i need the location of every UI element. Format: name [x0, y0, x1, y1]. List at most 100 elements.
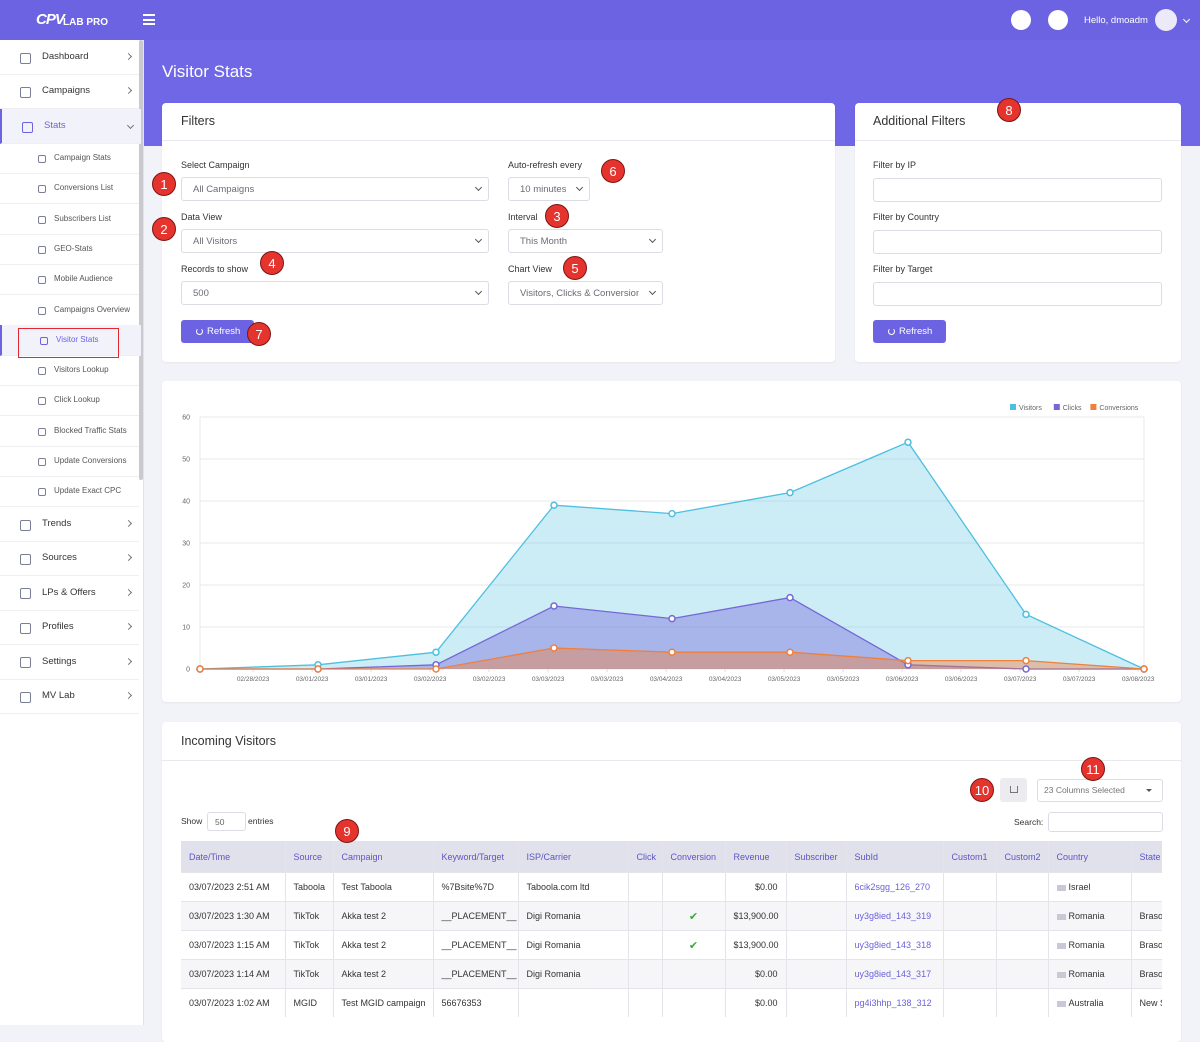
menu-toggle[interactable]	[143, 14, 155, 25]
user-greeting[interactable]: Hello, dmoadm	[1084, 15, 1148, 26]
subid-link[interactable]: 6cik2sgg_126_270	[846, 872, 944, 902]
select-box[interactable]: All Visitors	[181, 229, 489, 253]
column-header[interactable]: Campaign	[333, 841, 434, 873]
theme-button[interactable]	[1011, 10, 1031, 30]
submenu-item[interactable]: Campaign Stats	[0, 143, 139, 174]
conversion-check: ✔	[662, 930, 726, 960]
column-header[interactable]: Source	[285, 841, 334, 873]
highlight-box	[18, 328, 119, 358]
menu-toggle-bar	[143, 23, 155, 25]
column-header[interactable]: Revenue	[725, 841, 787, 873]
column-header[interactable]: State	[1131, 841, 1162, 873]
subid-link[interactable]: uy3g8ied_143_317	[846, 959, 944, 989]
cell-text: Romania	[1068, 940, 1105, 950]
submenu-item[interactable]: Update Conversions	[0, 446, 139, 477]
text-input[interactable]	[873, 282, 1162, 306]
menu-label: Profiles	[42, 621, 74, 633]
menu-item[interactable]: Sources	[0, 541, 139, 577]
text-input[interactable]	[873, 230, 1162, 254]
submenu-item[interactable]: Visitor Stats	[0, 324, 141, 356]
submenu-item[interactable]: Click Lookup	[0, 385, 139, 417]
select-box[interactable]: This Month	[508, 229, 663, 253]
visitors-table: Date/Time Source Campaign Keyword/Target ISP…	[181, 841, 1162, 1017]
cell-text: Brasov	[1139, 969, 1163, 979]
page-length-select[interactable]: 50	[207, 812, 246, 831]
cell-text: $13,900.00	[733, 940, 779, 950]
table-cell: 03/07/2023 1:30 AM	[181, 901, 286, 931]
subid-link[interactable]: uy3g8ied_143_318	[846, 930, 944, 960]
table-cell	[1131, 872, 1162, 902]
refresh-button[interactable]: Refresh	[181, 320, 254, 343]
column-header[interactable]: ISP/Carrier	[518, 841, 629, 873]
annotation-number: 6	[609, 163, 617, 179]
table-cell	[786, 901, 847, 931]
export-button[interactable]	[1000, 778, 1027, 802]
submenu-item[interactable]: Visitors Lookup	[0, 355, 139, 387]
column-header[interactable]: Date/Time	[181, 841, 286, 873]
menu-icon	[38, 215, 46, 224]
refresh-icon	[888, 328, 895, 335]
legend-swatch	[1010, 404, 1016, 410]
submenu-item[interactable]: Campaigns Overview	[0, 295, 139, 326]
select-value: Visitors, Clicks & Conversions	[520, 288, 639, 299]
chevron-icon	[575, 183, 584, 192]
menu-item[interactable]: Settings	[0, 645, 139, 680]
annotation-number: 3	[553, 208, 561, 224]
submenu-item[interactable]: Conversions List	[0, 173, 139, 205]
submenu-item[interactable]: Mobile Audience	[0, 264, 139, 296]
menu-item[interactable]: Trends	[0, 507, 139, 542]
menu-label: Update Conversions	[54, 456, 127, 465]
data-point	[1022, 610, 1030, 619]
search-input[interactable]	[1048, 812, 1163, 832]
chevron-icon	[124, 554, 133, 562]
column-header[interactable]: Custom2	[996, 841, 1049, 873]
column-header[interactable]: Click	[628, 841, 663, 873]
menu-item[interactable]: Campaigns	[0, 74, 139, 109]
dropdown-value: 23 Columns Selected	[1044, 785, 1125, 795]
cell-text: $0.00	[754, 998, 778, 1008]
annotation-badge: 6	[601, 159, 625, 183]
submenu-item[interactable]: Subscribers List	[0, 204, 139, 235]
data-point	[1022, 656, 1030, 665]
refresh-button[interactable]: Refresh	[873, 320, 946, 343]
subid-link[interactable]: uy3g8ied_143_319	[846, 901, 944, 931]
annotation-number: 1	[160, 176, 168, 192]
x-tick-label: 03/03/2023	[532, 676, 565, 683]
user-avatar[interactable]	[1155, 9, 1177, 31]
chart: 0 10 20 30 40 50 60 02/28/2023 03/01/2023 03/01/2…	[182, 404, 1155, 683]
menu-item[interactable]: Dashboard	[0, 40, 139, 75]
fullscreen-button[interactable]	[1048, 10, 1068, 30]
submenu-item[interactable]: GEO-Stats	[0, 234, 139, 265]
select-box[interactable]: 10 minutes	[508, 177, 590, 201]
menu-item[interactable]: MV Lab	[0, 679, 139, 714]
column-header[interactable]: SubId	[846, 841, 944, 873]
menu-item[interactable]: LPs & Offers	[0, 576, 139, 611]
subid-link[interactable]: pg4i3hhp_138_312	[846, 988, 944, 1017]
text-input[interactable]	[873, 178, 1162, 202]
column-header[interactable]: Country	[1048, 841, 1132, 873]
select-box[interactable]: All Campaigns	[181, 177, 489, 201]
select-box[interactable]: Visitors, Clicks & Conversions	[508, 281, 663, 305]
entries-label: entries	[248, 816, 274, 826]
columns-dropdown[interactable]: 23 Columns Selected	[1037, 779, 1163, 802]
select-box[interactable]: 500	[181, 281, 489, 305]
submenu-item[interactable]: Update Exact CPC	[0, 476, 139, 508]
table-cell	[628, 872, 663, 902]
table-cell	[943, 988, 997, 1017]
table-cell	[943, 959, 997, 989]
column-header[interactable]: Subscriber	[786, 841, 847, 873]
menu-label: Trends	[42, 518, 72, 529]
table-cell	[786, 872, 847, 902]
menu-item[interactable]: Profiles	[0, 610, 139, 646]
column-header[interactable]: Conversion	[662, 841, 726, 873]
x-tick-label: 03/01/2023	[355, 676, 388, 683]
cell-text: %7Bsite%7D	[441, 882, 495, 892]
conversion-check	[662, 959, 726, 989]
x-tick-label: 03/08/2023	[1122, 676, 1155, 683]
column-header[interactable]: Keyword/Target	[433, 841, 519, 873]
table-cell	[628, 959, 663, 989]
column-header[interactable]: Custom1	[943, 841, 997, 873]
menu-item[interactable]: Stats	[0, 109, 141, 144]
submenu-item[interactable]: Blocked Traffic Stats	[0, 416, 139, 447]
